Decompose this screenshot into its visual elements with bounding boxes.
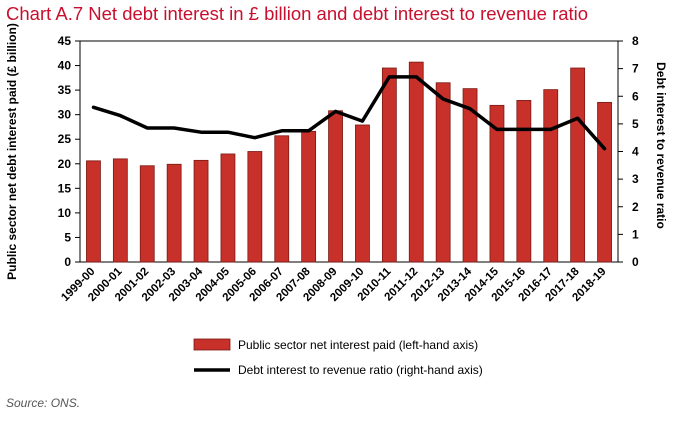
plot-area-frame: [79, 40, 619, 263]
bar: [112, 158, 128, 263]
left-tick-label: 0: [64, 255, 71, 269]
right-tick-label: 0: [632, 255, 639, 269]
left-tick-label: 20: [58, 157, 72, 171]
left-tick-label: 15: [58, 181, 72, 195]
left-tick-label: 40: [58, 59, 72, 73]
right-tick-label: 8: [632, 34, 639, 48]
bar: [516, 100, 532, 263]
bar: [301, 130, 317, 263]
bar: [193, 159, 209, 263]
ratio-line: [91, 75, 607, 151]
right-axis-title: Debt interest to revenue ratio: [654, 62, 668, 229]
bar: [489, 104, 505, 263]
bar: [381, 67, 397, 263]
left-axis-title: Public sector net debt interest paid (£ …: [5, 23, 19, 280]
left-tick-label: 5: [64, 230, 71, 244]
bar: [274, 135, 290, 263]
left-tick-label: 45: [58, 34, 72, 48]
left-tick-label: 25: [58, 132, 72, 146]
bar: [220, 153, 236, 263]
right-tick-label: 7: [632, 62, 639, 76]
bar: [86, 160, 101, 263]
left-tick-label: 30: [58, 108, 72, 122]
right-tick-label: 5: [632, 117, 639, 131]
bar: [570, 67, 586, 263]
right-tick-label: 2: [632, 200, 639, 214]
bar: [435, 82, 451, 263]
bar: [355, 124, 370, 263]
chart-title: Chart A.7 Net debt interest in £ billion…: [6, 3, 589, 24]
bar: [166, 163, 182, 263]
bar: [139, 165, 155, 263]
left-tick-label: 35: [58, 83, 72, 97]
bar: [408, 61, 424, 263]
bar: [543, 89, 559, 263]
bar: [597, 101, 612, 263]
right-tick-label: 1: [632, 227, 639, 241]
right-tick-label: 3: [632, 172, 639, 186]
right-tick-label: 6: [632, 89, 639, 103]
legend-bar-swatch: [193, 338, 231, 351]
legend-bar-label: Public sector net interest paid (left-ha…: [238, 338, 478, 352]
source-note: Source: ONS.: [6, 396, 81, 410]
bar: [247, 151, 263, 263]
left-tick-label: 10: [58, 206, 72, 220]
legend-line-label: Debt interest to revenue ratio (right-ha…: [238, 363, 483, 377]
bar: [328, 110, 343, 263]
right-tick-label: 4: [632, 145, 639, 159]
bar: [462, 88, 478, 263]
